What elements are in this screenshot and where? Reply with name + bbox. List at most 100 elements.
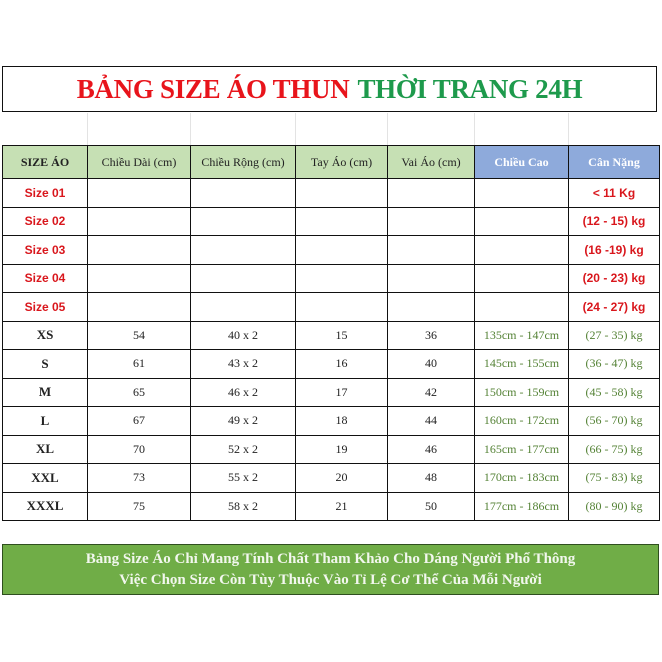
size-cell: XS bbox=[2, 320, 88, 350]
sleeve-cell: 16 bbox=[295, 349, 388, 379]
weight-cell: (36 - 47) kg bbox=[568, 349, 660, 379]
empty-cell bbox=[190, 206, 296, 236]
empty-cell bbox=[387, 263, 475, 293]
weight-cell: (20 - 23) kg bbox=[568, 263, 660, 293]
empty-cell bbox=[387, 235, 475, 265]
table-row: XXL 73 55 x 2 20 48 170cm - 183cm (75 - 83) kg bbox=[2, 463, 660, 493]
empty-cell bbox=[87, 178, 191, 208]
empty-cell bbox=[387, 292, 475, 322]
length-cell: 75 bbox=[87, 491, 191, 521]
empty-cell bbox=[87, 206, 191, 236]
shoulder-cell: 46 bbox=[387, 434, 475, 464]
width-cell: 55 x 2 bbox=[190, 463, 296, 493]
sleeve-cell: 20 bbox=[295, 463, 388, 493]
spreadsheet-gridlines bbox=[2, 113, 659, 145]
size-cell: M bbox=[2, 377, 88, 407]
width-cell: 52 x 2 bbox=[190, 434, 296, 464]
header-height: Chiều Cao bbox=[474, 145, 569, 179]
sleeve-cell: 19 bbox=[295, 434, 388, 464]
empty-cell bbox=[190, 292, 296, 322]
empty-cell bbox=[295, 235, 388, 265]
header-sleeve: Tay Áo (cm) bbox=[295, 145, 388, 179]
width-cell: 43 x 2 bbox=[190, 349, 296, 379]
empty-cell bbox=[474, 263, 569, 293]
width-cell: 40 x 2 bbox=[190, 320, 296, 350]
size-table: SIZE ÁO Chiều Dài (cm) Chiều Rộng (cm) T… bbox=[2, 145, 660, 521]
size-cell: L bbox=[2, 406, 88, 436]
table-row: Size 02 (12 - 15) kg bbox=[2, 206, 660, 236]
weight-cell: (27 - 35) kg bbox=[568, 320, 660, 350]
table-row: Size 04 (20 - 23) kg bbox=[2, 263, 660, 293]
weight-cell: (66 - 75) kg bbox=[568, 434, 660, 464]
size-cell: Size 01 bbox=[2, 178, 88, 208]
length-cell: 65 bbox=[87, 377, 191, 407]
width-cell: 49 x 2 bbox=[190, 406, 296, 436]
shoulder-cell: 36 bbox=[387, 320, 475, 350]
empty-cell bbox=[474, 292, 569, 322]
sleeve-cell: 15 bbox=[295, 320, 388, 350]
height-cell: 135cm - 147cm bbox=[474, 320, 569, 350]
empty-cell bbox=[87, 263, 191, 293]
empty-cell bbox=[190, 263, 296, 293]
empty-cell bbox=[387, 206, 475, 236]
length-cell: 61 bbox=[87, 349, 191, 379]
header-weight: Cân Nặng bbox=[568, 145, 660, 179]
table-row: Size 03 (16 -19) kg bbox=[2, 235, 660, 265]
empty-cell bbox=[190, 235, 296, 265]
sleeve-cell: 17 bbox=[295, 377, 388, 407]
length-cell: 54 bbox=[87, 320, 191, 350]
shoulder-cell: 40 bbox=[387, 349, 475, 379]
weight-cell: (12 - 15) kg bbox=[568, 206, 660, 236]
title-part-green: THỜI TRANG 24H bbox=[357, 73, 583, 104]
title-part-red: BẢNG SIZE ÁO THUN bbox=[76, 73, 350, 104]
size-cell: XXXL bbox=[2, 491, 88, 521]
empty-cell bbox=[87, 235, 191, 265]
weight-cell: (56 - 70) kg bbox=[568, 406, 660, 436]
table-row: M 65 46 x 2 17 42 150cm - 159cm (45 - 58) kg bbox=[2, 377, 660, 407]
empty-cell bbox=[474, 206, 569, 236]
width-cell: 46 x 2 bbox=[190, 377, 296, 407]
length-cell: 73 bbox=[87, 463, 191, 493]
disclaimer-note: Bảng Size Áo Chỉ Mang Tính Chất Tham Khả… bbox=[2, 544, 659, 595]
size-cell: Size 03 bbox=[2, 235, 88, 265]
empty-cell bbox=[87, 292, 191, 322]
weight-cell: (75 - 83) kg bbox=[568, 463, 660, 493]
empty-cell bbox=[295, 292, 388, 322]
height-cell: 170cm - 183cm bbox=[474, 463, 569, 493]
size-cell: Size 04 bbox=[2, 263, 88, 293]
sleeve-cell: 21 bbox=[295, 491, 388, 521]
empty-cell bbox=[295, 263, 388, 293]
empty-cell bbox=[190, 178, 296, 208]
table-row: XXXL 75 58 x 2 21 50 177cm - 186cm (80 - 90) k… bbox=[2, 491, 660, 521]
table-row: L 67 49 x 2 18 44 160cm - 172cm (56 - 70) kg bbox=[2, 406, 660, 436]
empty-cell bbox=[474, 178, 569, 208]
weight-cell: (24 - 27) kg bbox=[568, 292, 660, 322]
title-banner: BẢNG SIZE ÁO THUN THỜI TRANG 24H bbox=[2, 66, 657, 112]
shoulder-cell: 42 bbox=[387, 377, 475, 407]
weight-cell: (16 -19) kg bbox=[568, 235, 660, 265]
header-shoulder: Vai Áo (cm) bbox=[387, 145, 475, 179]
height-cell: 165cm - 177cm bbox=[474, 434, 569, 464]
length-cell: 67 bbox=[87, 406, 191, 436]
header-row: SIZE ÁO Chiều Dài (cm) Chiều Rộng (cm) T… bbox=[2, 145, 660, 179]
height-cell: 177cm - 186cm bbox=[474, 491, 569, 521]
header-length: Chiều Dài (cm) bbox=[87, 145, 191, 179]
table-row: XS 54 40 x 2 15 36 135cm - 147cm (27 - 35) kg bbox=[2, 320, 660, 350]
height-cell: 150cm - 159cm bbox=[474, 377, 569, 407]
size-cell: XXL bbox=[2, 463, 88, 493]
length-cell: 70 bbox=[87, 434, 191, 464]
header-width: Chiều Rộng (cm) bbox=[190, 145, 296, 179]
table-row: Size 05 (24 - 27) kg bbox=[2, 292, 660, 322]
shoulder-cell: 44 bbox=[387, 406, 475, 436]
weight-cell: < 11 Kg bbox=[568, 178, 660, 208]
table-row: Size 01 < 11 Kg bbox=[2, 178, 660, 208]
note-line-2: Việc Chọn Size Còn Tùy Thuộc Vào Tỉ Lệ C… bbox=[119, 572, 542, 588]
width-cell: 58 x 2 bbox=[190, 491, 296, 521]
empty-cell bbox=[295, 206, 388, 236]
size-cell: Size 05 bbox=[2, 292, 88, 322]
shoulder-cell: 48 bbox=[387, 463, 475, 493]
weight-cell: (45 - 58) kg bbox=[568, 377, 660, 407]
table-row: S 61 43 x 2 16 40 145cm - 155cm (36 - 47) kg bbox=[2, 349, 660, 379]
height-cell: 160cm - 172cm bbox=[474, 406, 569, 436]
empty-cell bbox=[474, 235, 569, 265]
